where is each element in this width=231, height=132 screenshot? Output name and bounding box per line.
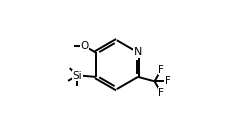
Text: O: O — [80, 41, 88, 51]
Text: Si: Si — [72, 71, 82, 81]
Text: F: F — [158, 88, 164, 98]
Text: N: N — [134, 48, 142, 57]
Text: F: F — [158, 65, 164, 75]
Text: F: F — [165, 76, 171, 86]
